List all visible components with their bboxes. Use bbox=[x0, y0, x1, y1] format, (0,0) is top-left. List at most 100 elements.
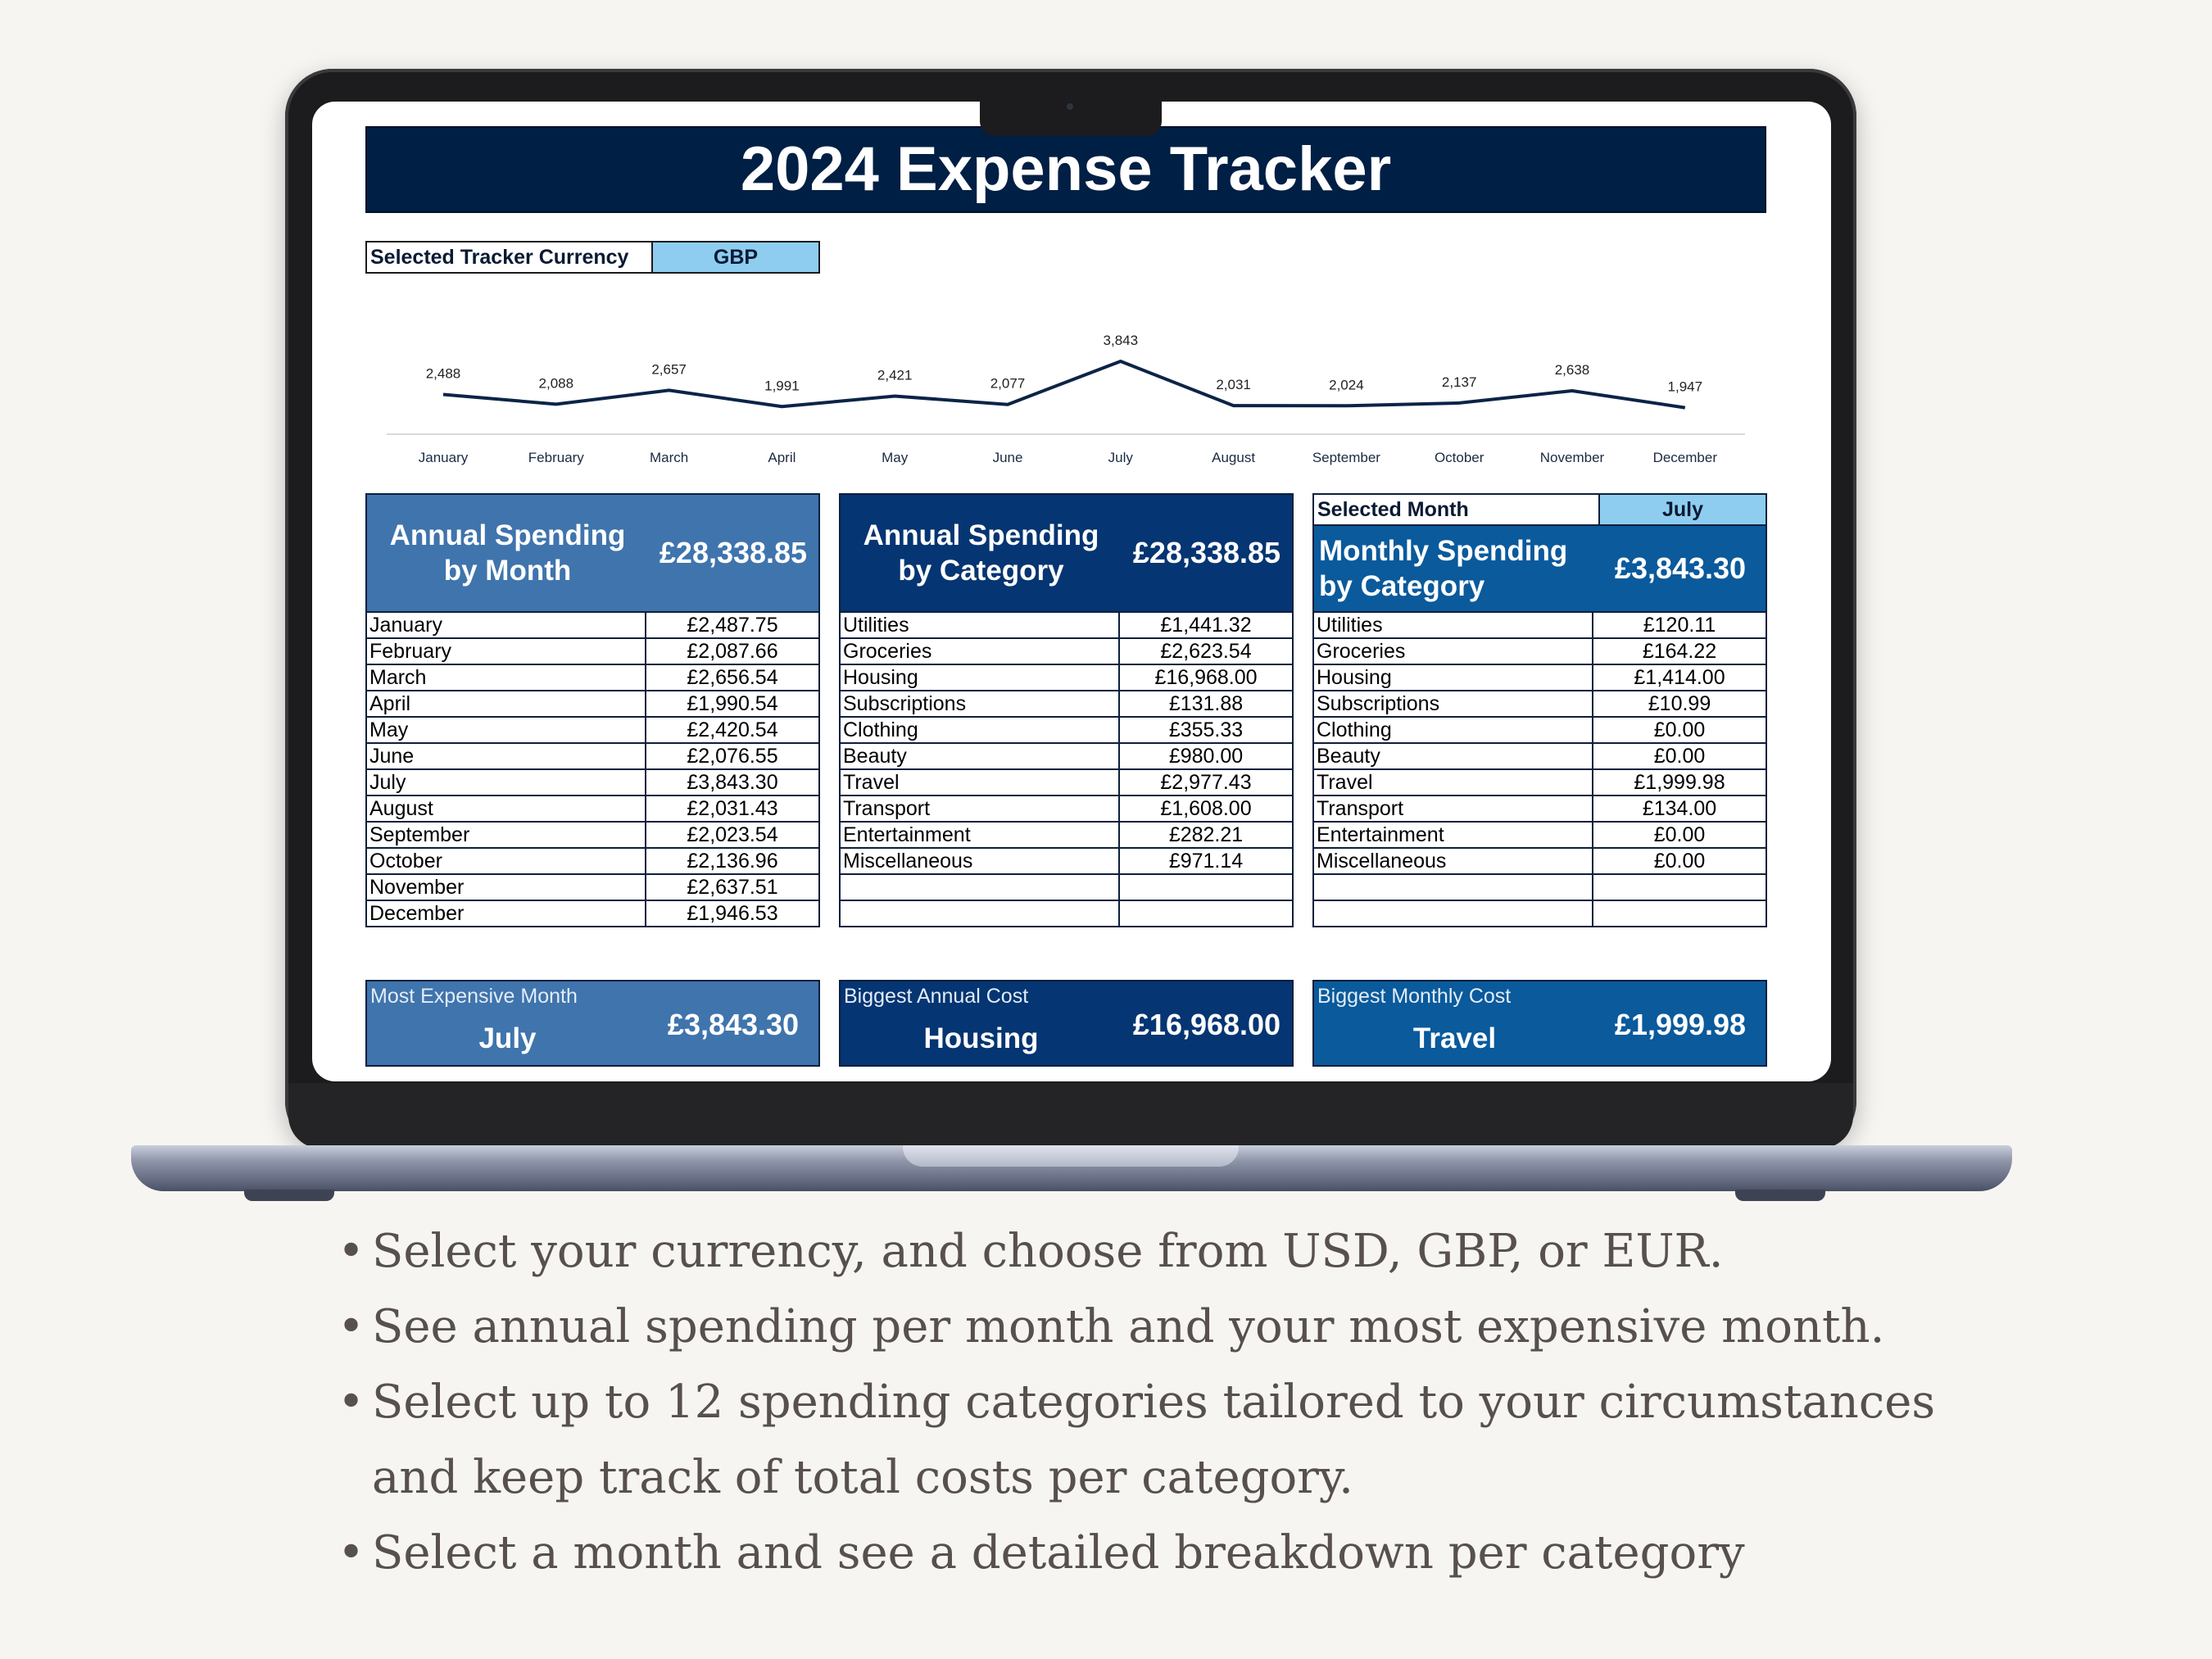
table-row: November £2,637.51 bbox=[367, 873, 818, 900]
bullet-dot-icon: • bbox=[338, 1225, 365, 1278]
row-label: Transport bbox=[1314, 796, 1593, 821]
table-row: Miscellaneous £0.00 bbox=[1314, 847, 1766, 873]
currency-label: Selected Tracker Currency bbox=[367, 243, 653, 272]
table-row: Groceries £2,623.54 bbox=[841, 637, 1292, 664]
expense-tracker-sheet: 2024 Expense Tracker Selected Tracker Cu… bbox=[312, 102, 1831, 1081]
row-label: Clothing bbox=[1314, 718, 1593, 742]
row-value: £1,999.98 bbox=[1634, 771, 1725, 794]
table-row: August £2,031.43 bbox=[367, 795, 818, 821]
feature-text: See annual spending per month and your m… bbox=[372, 1300, 1885, 1353]
feature-text: Select up to 12 spending categories tail… bbox=[372, 1376, 1936, 1429]
x-tick-label: July bbox=[1108, 450, 1134, 465]
annual-spending-by-category-panel: Annual Spending by Category £28,338.85 U… bbox=[839, 493, 1294, 927]
data-label: 2,077 bbox=[990, 376, 1026, 392]
row-value: £134.00 bbox=[1642, 797, 1717, 820]
feature-bullet: • Select a month and see a detailed break… bbox=[338, 1516, 1976, 1591]
row-value: £971.14 bbox=[1168, 850, 1244, 873]
row-value: £355.33 bbox=[1168, 718, 1244, 741]
table-row: Utilities £120.11 bbox=[1314, 613, 1766, 637]
row-value: £2,023.54 bbox=[687, 823, 778, 846]
camera-icon bbox=[1067, 103, 1073, 110]
x-tick-label: January bbox=[419, 450, 469, 465]
row-label: October bbox=[367, 849, 646, 873]
row-label: Travel bbox=[1314, 770, 1593, 795]
card-label: Biggest Monthly Cost bbox=[1317, 985, 1512, 1008]
x-tick-label: April bbox=[768, 450, 796, 465]
x-tick-label: November bbox=[1540, 450, 1605, 465]
row-label: Beauty bbox=[1314, 744, 1593, 768]
card-name: Travel bbox=[1412, 1022, 1497, 1054]
row-value bbox=[1120, 901, 1292, 926]
series-line bbox=[442, 360, 1686, 410]
table-row: May £2,420.54 bbox=[367, 716, 818, 742]
row-value: £0.00 bbox=[1653, 745, 1706, 768]
row-value: £2,623.54 bbox=[1160, 640, 1252, 663]
data-label: 1,991 bbox=[764, 378, 800, 393]
panel-header: Monthly Spending by Category £3,843.30 bbox=[1312, 526, 1767, 613]
row-value: £120.11 bbox=[1643, 614, 1716, 637]
laptop-foot-left bbox=[244, 1190, 334, 1201]
sheet-title: 2024 Expense Tracker bbox=[365, 126, 1766, 213]
data-label: 2,488 bbox=[426, 365, 461, 381]
table-row bbox=[841, 900, 1292, 926]
card-label: Biggest Annual Cost bbox=[844, 985, 1029, 1008]
row-label: March bbox=[367, 665, 646, 690]
feature-list: • Select your currency, and choose from U… bbox=[338, 1214, 1976, 1591]
row-label: Miscellaneous bbox=[841, 849, 1120, 873]
feature-text: and keep track of total costs per catego… bbox=[372, 1451, 1353, 1504]
panel-header: Annual Spending by Month £28,338.85 bbox=[365, 493, 820, 613]
card-value: £3,843.30 bbox=[667, 1008, 800, 1041]
table-row: Entertainment £0.00 bbox=[1314, 821, 1766, 847]
currency-dropdown[interactable]: GBP bbox=[653, 243, 818, 272]
table-row: Utilities £1,441.32 bbox=[841, 613, 1292, 637]
row-value: £2,977.43 bbox=[1160, 771, 1252, 794]
table-row: Beauty £0.00 bbox=[1314, 742, 1766, 768]
panel-title-line1: Annual Spending bbox=[389, 519, 626, 551]
table-row bbox=[1314, 900, 1766, 926]
row-label: Transport bbox=[841, 796, 1120, 821]
row-label: Groceries bbox=[841, 639, 1120, 664]
table-row: April £1,990.54 bbox=[367, 690, 818, 716]
x-tick-label: May bbox=[882, 450, 909, 465]
table-row: Entertainment £282.21 bbox=[841, 821, 1292, 847]
bullet-dot-icon: • bbox=[338, 1526, 365, 1580]
row-value: £2,420.54 bbox=[687, 718, 778, 741]
row-label bbox=[1314, 901, 1593, 926]
row-value: £0.00 bbox=[1653, 718, 1706, 741]
panel-title-line1: Annual Spending bbox=[863, 519, 1099, 551]
row-value: £1,441.32 bbox=[1160, 614, 1252, 637]
row-label: Travel bbox=[841, 770, 1120, 795]
feature-bullet: • Select your currency, and choose from U… bbox=[338, 1214, 1976, 1290]
row-label: September bbox=[367, 823, 646, 847]
row-label: Subscriptions bbox=[841, 691, 1120, 716]
monthly-spending-by-category-panel: Selected Month July Monthly Spending by … bbox=[1312, 493, 1767, 927]
laptop-screen: 2024 Expense Tracker Selected Tracker Cu… bbox=[312, 102, 1831, 1081]
panel-title: Annual Spending by Month bbox=[367, 518, 648, 588]
card-name: Housing bbox=[923, 1022, 1039, 1054]
row-label: Clothing bbox=[841, 718, 1120, 742]
table-row: Housing £16,968.00 bbox=[841, 664, 1292, 690]
feature-bullet-continuation: and keep track of total costs per catego… bbox=[338, 1440, 1976, 1516]
table-row: October £2,136.96 bbox=[367, 847, 818, 873]
x-tick-label: June bbox=[993, 450, 1023, 465]
row-label: December bbox=[367, 901, 646, 926]
month-dropdown[interactable]: July bbox=[1600, 495, 1766, 524]
panel-table: Utilities £1,441.32 Groceries £2,623.54 Hous… bbox=[839, 613, 1294, 927]
bullet-dot-icon: • bbox=[338, 1300, 365, 1353]
row-label bbox=[841, 901, 1120, 926]
row-value: £164.22 bbox=[1642, 640, 1717, 663]
laptop-foot-right bbox=[1735, 1190, 1825, 1201]
row-label: Miscellaneous bbox=[1314, 849, 1593, 873]
data-label: 2,024 bbox=[1329, 377, 1364, 392]
row-value: £10.99 bbox=[1648, 692, 1711, 715]
table-row: Travel £2,977.43 bbox=[841, 768, 1292, 795]
row-value: £1,414.00 bbox=[1634, 666, 1725, 689]
table-row: Beauty £980.00 bbox=[841, 742, 1292, 768]
row-label: February bbox=[367, 639, 646, 664]
data-label: 2,657 bbox=[651, 361, 687, 377]
panel-table: Utilities £120.11 Groceries £164.22 Housing £… bbox=[1312, 613, 1767, 927]
row-value: £2,656.54 bbox=[687, 666, 778, 689]
card-value: £16,968.00 bbox=[1132, 1008, 1281, 1041]
data-label: 2,031 bbox=[1216, 377, 1251, 392]
row-value: £2,136.96 bbox=[687, 850, 778, 873]
